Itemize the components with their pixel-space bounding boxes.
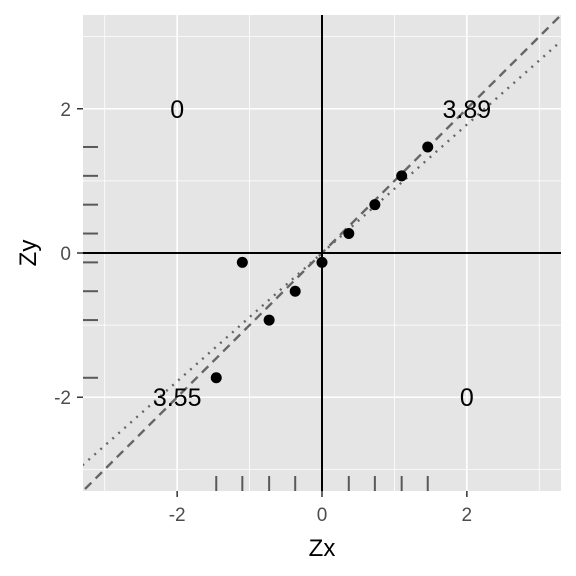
y-tick-label: 2 [60, 100, 71, 121]
data-point [289, 285, 301, 297]
x-tick-label: 0 [317, 505, 328, 526]
data-points [210, 141, 434, 384]
data-point [343, 228, 355, 240]
quadrant-annotations: 0 3.89 3.55 0 [153, 96, 491, 412]
quadrant-annotation: 3.55 [153, 384, 202, 412]
x-tick-label: -2 [169, 505, 186, 526]
quadrant-annotation: 0 [170, 96, 184, 124]
y-axis-title: Zy [15, 240, 42, 267]
quadrant-annotation: 0 [460, 384, 474, 412]
data-point [316, 256, 328, 268]
data-point [422, 141, 434, 153]
y-tick-label: 0 [60, 244, 71, 265]
quadrant-annotation: 3.89 [443, 96, 492, 124]
data-point [263, 314, 275, 326]
data-point [210, 372, 222, 384]
data-point [236, 256, 248, 268]
x-axis-title: Zx [309, 535, 336, 562]
data-point [369, 199, 381, 211]
zero-axes [83, 15, 561, 491]
data-point [396, 170, 408, 182]
x-tick-label: 2 [462, 505, 473, 526]
y-tick-label: -2 [54, 388, 71, 409]
axis-ticks: -2 0 2 -2 0 2 [54, 100, 472, 526]
